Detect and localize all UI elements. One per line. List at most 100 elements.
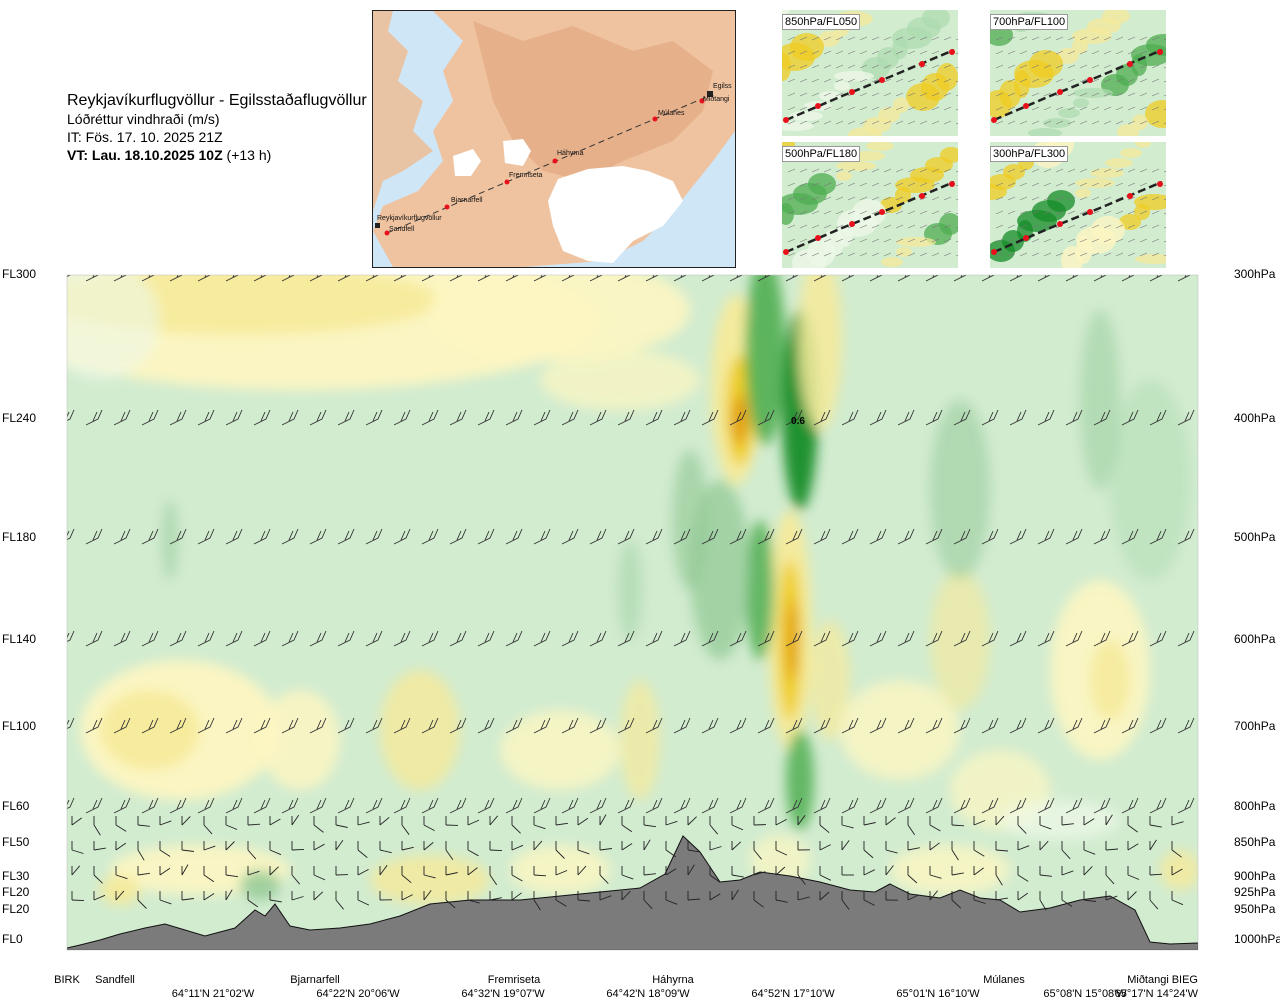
title-block: Reykjavíkurflugvöllur - Egilsstaðaflugvö… xyxy=(67,92,367,164)
wind-barb-low xyxy=(357,821,370,826)
wind-barb-low xyxy=(247,870,260,876)
mini-map-700-label: 700hPa/FL100 xyxy=(990,14,1069,30)
wind-barb-r4 xyxy=(561,717,579,734)
velocity-contour-38 xyxy=(100,875,140,905)
wind-barb-low xyxy=(841,899,850,910)
mini-map-barb xyxy=(1163,240,1166,243)
mini-map-barb xyxy=(1031,78,1040,83)
wind-barb-r0 xyxy=(589,275,603,282)
wind-barb-r5 xyxy=(67,797,75,810)
mini-map-barb xyxy=(835,224,844,229)
mini-map-contour xyxy=(881,257,903,267)
mini-map-waypoint xyxy=(1157,181,1163,187)
wind-barb-r2 xyxy=(757,528,775,545)
mini-map-barb xyxy=(1019,224,1028,229)
wind-barb-r1 xyxy=(85,409,103,426)
mini-map-barb xyxy=(1115,78,1124,83)
wind-barb-low xyxy=(951,899,962,909)
mini-map-barb xyxy=(811,92,820,97)
wind-barb-low xyxy=(489,815,499,826)
wind-barb-r4 xyxy=(365,717,383,734)
wind-barb-low xyxy=(1149,873,1163,876)
max-value-label: 0.6 xyxy=(791,416,805,427)
mini-map-barb xyxy=(847,196,856,201)
wind-barbs xyxy=(67,275,1195,911)
wind-barb-r2 xyxy=(897,528,915,545)
wind-barb-low xyxy=(93,894,106,901)
mini-map-barb xyxy=(1115,168,1124,173)
route-map: Reykjavíkurflugvöllur Sandfell Bjarnarfe… xyxy=(372,10,736,268)
wind-barb-r5 xyxy=(85,797,103,814)
wind-barb-r5 xyxy=(393,797,411,814)
wind-barb-r1 xyxy=(617,409,635,426)
wind-barb-low xyxy=(929,874,942,879)
mini-map-barb xyxy=(1007,78,1016,83)
flight-level-label: FL20 xyxy=(2,902,30,916)
mini-map-barb xyxy=(995,210,1004,215)
wind-barb-r0 xyxy=(925,275,939,282)
mini-map-300-canvas xyxy=(990,142,1166,268)
mini-map-barb xyxy=(1067,182,1076,187)
wind-barb-r1 xyxy=(281,409,299,426)
wind-barb-low xyxy=(929,890,938,901)
mini-map-barb xyxy=(919,120,928,125)
wind-barb-low xyxy=(643,839,651,851)
mini-map-barb xyxy=(871,106,880,111)
mini-map-barb xyxy=(995,106,1004,111)
mini-map-barb xyxy=(823,238,832,243)
mini-map-barb xyxy=(895,224,904,229)
mini-map-barb xyxy=(995,196,1004,201)
mini-map-barb xyxy=(1031,64,1040,69)
wind-barb-low xyxy=(929,824,941,832)
mini-map-waypoint xyxy=(991,117,997,123)
wind-barb-low xyxy=(71,865,81,876)
wind-barb-r5 xyxy=(477,797,495,814)
wind-barb-low xyxy=(973,899,986,904)
mini-map-barb xyxy=(787,92,796,97)
pressure-level-label: 850hPa xyxy=(1234,835,1276,849)
wind-barb-r5 xyxy=(113,797,131,814)
wind-barb-low xyxy=(687,898,701,901)
wind-barb-r4 xyxy=(673,717,691,734)
wind-barb-r1 xyxy=(953,409,971,426)
wind-barb-low xyxy=(115,842,127,851)
mini-map-barb xyxy=(811,168,820,173)
wind-barb-r1 xyxy=(197,409,215,426)
mini-map-barb xyxy=(1127,210,1136,215)
flight-level-label: FL0 xyxy=(2,932,23,946)
mini-map-contour xyxy=(782,10,790,15)
coordinate-label: 64°11'N 21°02'W xyxy=(171,988,255,1000)
mini-map-barb xyxy=(1163,66,1166,69)
mini-map-barb xyxy=(1007,196,1016,201)
mini-map-barb xyxy=(1151,238,1160,243)
wind-barb-r0 xyxy=(365,275,379,282)
mini-map-barb xyxy=(1163,80,1166,83)
wind-barb-r0 xyxy=(477,275,491,282)
mini-map-barb xyxy=(1043,168,1052,173)
mini-map-barb xyxy=(847,238,856,243)
mini-map-barb xyxy=(883,64,892,69)
waypoint-label: Múlanes xyxy=(983,974,1025,986)
wind-barb-low xyxy=(1083,818,1095,826)
mini-map-barb xyxy=(1115,210,1124,215)
mini-map-barb xyxy=(835,238,844,243)
wind-barb-r2 xyxy=(673,528,691,545)
wind-barb-low xyxy=(115,874,128,880)
wind-barb-r0 xyxy=(253,275,267,282)
mini-map-barb xyxy=(931,50,940,55)
mini-map-barb xyxy=(823,196,832,201)
mini-map-waypoint xyxy=(849,89,855,95)
mini-map-barb xyxy=(847,120,856,125)
wind-barb-r1 xyxy=(561,409,579,426)
wind-barb-r2 xyxy=(421,528,439,545)
wind-barb-low xyxy=(885,817,896,826)
waypoint-label: Sandfell xyxy=(95,974,135,986)
mini-map-barb xyxy=(1115,120,1124,125)
wind-barb-low xyxy=(533,824,546,830)
mini-map-barb xyxy=(1103,182,1112,187)
mini-map-barb xyxy=(1163,226,1166,229)
wind-barb-r5 xyxy=(1121,797,1139,814)
mini-map-barb xyxy=(871,196,880,201)
wind-barb-r5 xyxy=(505,797,523,814)
mini-map-contour xyxy=(866,142,894,151)
